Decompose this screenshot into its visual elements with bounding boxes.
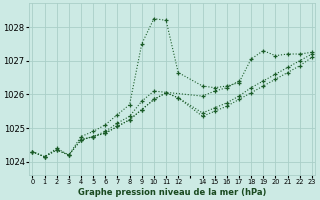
- X-axis label: Graphe pression niveau de la mer (hPa): Graphe pression niveau de la mer (hPa): [78, 188, 266, 197]
